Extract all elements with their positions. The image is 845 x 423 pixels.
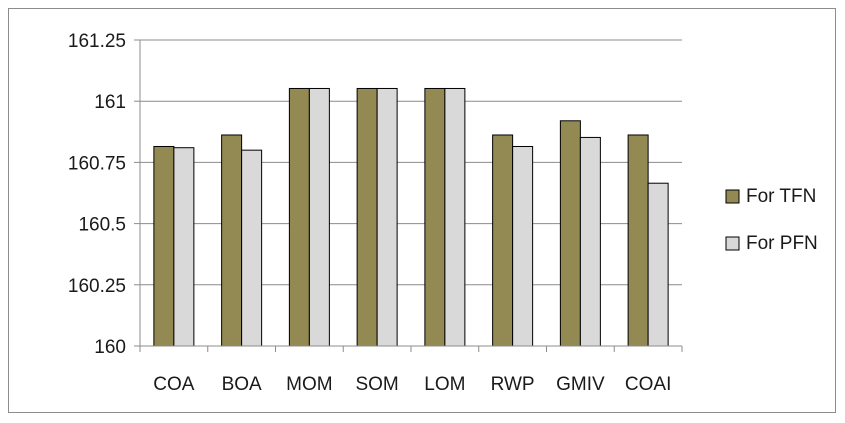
x-tick-label: LOM — [424, 374, 465, 395]
bar-tfn-boa — [221, 134, 243, 347]
bars — [153, 87, 669, 347]
y-tick-label: 161 — [94, 92, 126, 113]
legend-label: For TFN — [746, 186, 816, 207]
legend-swatch — [725, 236, 740, 251]
y-tick-label: 161.25 — [68, 31, 126, 52]
bar-pfn-gmiv — [579, 136, 601, 347]
y-tick-label: 160.25 — [68, 276, 126, 297]
x-tick-label: COA — [153, 374, 195, 395]
x-tick-label: COAI — [625, 374, 671, 395]
bar-pfn-boa — [241, 149, 263, 347]
bar-tfn-gmiv — [559, 120, 581, 347]
bar-pfn-rwp — [512, 145, 534, 347]
bar-pfn-lom — [444, 87, 466, 347]
bar-tfn-rwp — [492, 134, 514, 347]
legend-label: For PFN — [746, 233, 818, 254]
x-tick-label: GMIV — [556, 374, 605, 395]
bar-pfn-coa — [173, 147, 195, 347]
legend: For TFN For PFN — [725, 186, 818, 254]
bar-tfn-coai — [627, 134, 649, 347]
y-tick-label: 160 — [94, 337, 126, 358]
bar-pfn-som — [376, 87, 398, 347]
bar-tfn-lom — [424, 87, 446, 347]
bar-tfn-coa — [153, 145, 175, 347]
x-tick-label: MOM — [286, 374, 332, 395]
x-axis: COA BOA MOM SOM LOM RWP GMIV COAI — [139, 345, 683, 395]
x-tick-label: RWP — [491, 374, 535, 395]
bar-pfn-coai — [647, 182, 669, 347]
y-tick-label: 160.5 — [78, 215, 126, 236]
x-tick-label: SOM — [355, 374, 398, 395]
bar-tfn-som — [356, 87, 378, 347]
legend-swatch — [725, 189, 740, 204]
y-axis: 161.25 161 160.75 160.5 160.25 160 — [68, 31, 141, 358]
bar-tfn-mom — [288, 87, 310, 347]
x-tick-label: BOA — [222, 374, 262, 395]
y-tick-label: 160.75 — [68, 153, 126, 174]
bar-pfn-mom — [308, 87, 330, 347]
